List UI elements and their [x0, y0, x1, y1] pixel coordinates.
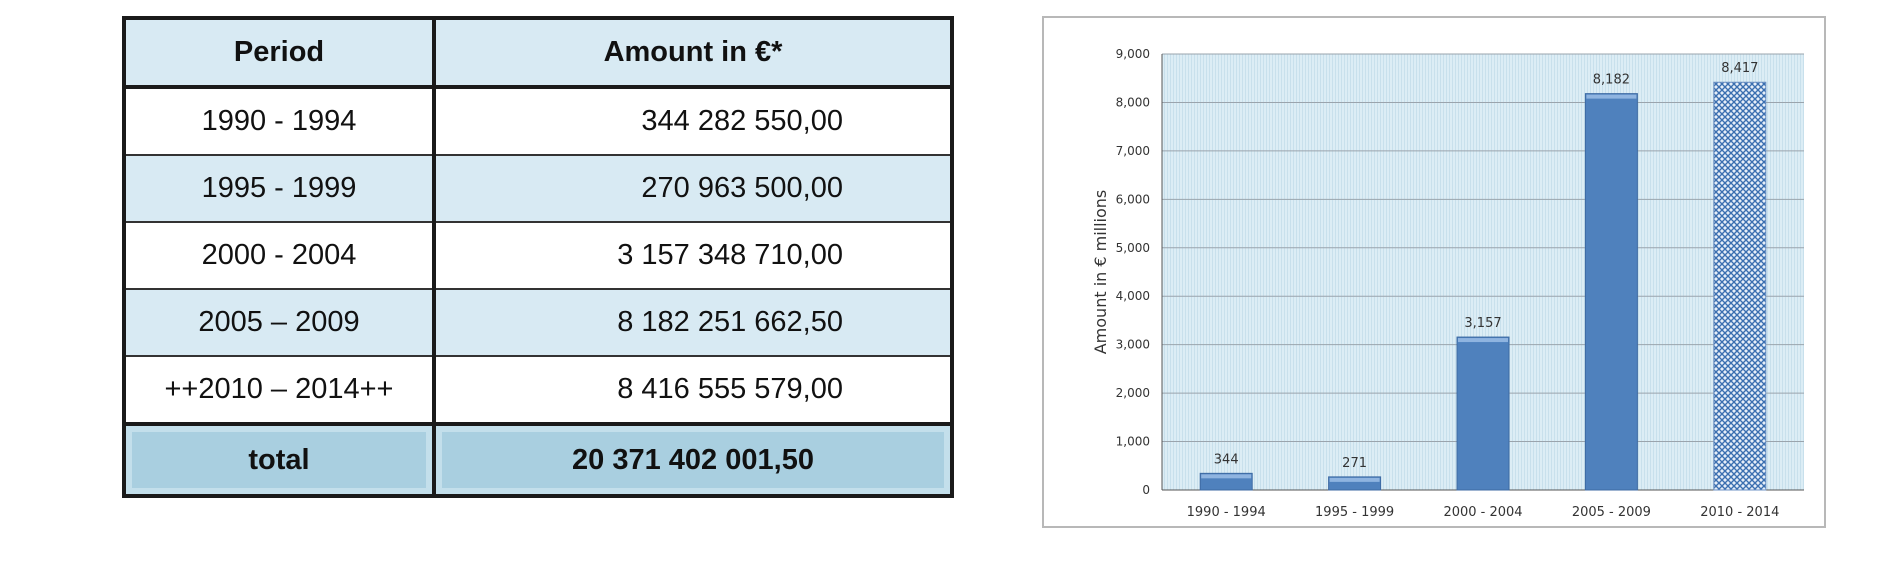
- row-period: 1995 - 1999: [123, 154, 436, 223]
- x-categories: 1990 - 1994 1995 - 1999 2000 - 2004 2005 - …: [1187, 505, 1780, 520]
- bar-value-label: 344: [1214, 452, 1239, 467]
- row-period: 2000 - 2004: [123, 221, 436, 290]
- y-tick-label: 1,000: [1116, 435, 1150, 449]
- bar: [1456, 336, 1510, 491]
- bar-highlight: [1458, 338, 1508, 343]
- row-amount: 8 182 251 662,50: [433, 288, 953, 357]
- y-tick-label: 2,000: [1116, 386, 1150, 400]
- row-amount-value: 8 182 251 662,50: [617, 306, 843, 338]
- chart-svg: 344 271 3,157 8,182 8,417 0 1,000 2,000 3,000 4,…: [1091, 47, 1804, 520]
- x-category-label: 2005 - 2009: [1572, 505, 1651, 520]
- y-tick-label: 8,000: [1116, 95, 1150, 109]
- row-period: ++2010 – 2014++: [123, 355, 436, 425]
- bars: 344 271 3,157 8,182 8,417: [1199, 61, 1767, 491]
- bar: [1713, 81, 1767, 491]
- bar-highlight: [1201, 474, 1252, 479]
- row-amount: 3 157 348 710,00: [433, 221, 953, 290]
- y-axis-label: Amount in € millions: [1091, 190, 1110, 355]
- row-amount: 344 282 550,00: [433, 86, 953, 156]
- table-row: ++2010 – 2014++ 8 416 555 579,00: [123, 355, 953, 425]
- y-tick-label: 0: [1142, 483, 1150, 497]
- row-amount: 8 416 555 579,00: [433, 355, 953, 425]
- y-tick-label: 9,000: [1116, 47, 1150, 61]
- row-amount: 270 963 500,00: [433, 154, 953, 223]
- bar-value-label: 271: [1342, 456, 1367, 471]
- row-amount-value: 8 416 555 579,00: [617, 373, 843, 405]
- y-tick-label: 4,000: [1116, 289, 1150, 303]
- table-row: 1990 - 1994 344 282 550,00: [123, 86, 953, 156]
- bar-highlight: [1329, 477, 1380, 482]
- table-row: 2005 – 2009 8 182 251 662,50: [123, 288, 953, 357]
- table-row: 1995 - 1999 270 963 500,00: [123, 154, 953, 223]
- header-period: Period: [123, 17, 436, 89]
- row-amount-value: 344 282 550,00: [641, 105, 843, 137]
- bar: [1584, 93, 1638, 491]
- total-label: total: [123, 422, 436, 497]
- row-period: 1990 - 1994: [123, 86, 436, 156]
- x-category-label: 2000 - 2004: [1443, 505, 1522, 520]
- x-category-label: 1995 - 1999: [1315, 505, 1394, 520]
- y-tick-label: 6,000: [1116, 192, 1150, 206]
- row-amount-value: 3 157 348 710,00: [617, 239, 843, 271]
- x-category-label: 2010 - 2014: [1700, 505, 1779, 520]
- table-row: 2000 - 2004 3 157 348 710,00: [123, 221, 953, 290]
- y-ticks: 0 1,000 2,000 3,000 4,000 5,000 6,000 7,000 8,00…: [1116, 47, 1150, 497]
- table-header-row: Period Amount in €*: [123, 17, 953, 89]
- bar-value-label: 8,417: [1721, 61, 1758, 76]
- y-tick-label: 3,000: [1116, 338, 1150, 352]
- bar-value-label: 3,157: [1464, 316, 1501, 331]
- x-category-label: 1990 - 1994: [1187, 505, 1266, 520]
- bar-value-label: 8,182: [1593, 73, 1630, 88]
- bar-chart: 344 271 3,157 8,182 8,417 0 1,000 2,000 3,000 4,…: [1042, 16, 1826, 528]
- y-tick-label: 5,000: [1116, 241, 1150, 255]
- row-period: 2005 – 2009: [123, 288, 436, 357]
- amount-table: Period Amount in €* 1990 - 1994 344 282 …: [122, 16, 954, 498]
- bar-highlight: [1586, 94, 1637, 99]
- table-total-row: total 20 371 402 001,50: [123, 422, 953, 497]
- row-amount-value: 270 963 500,00: [641, 172, 843, 204]
- y-tick-label: 7,000: [1116, 144, 1150, 158]
- total-amount: 20 371 402 001,50: [433, 422, 953, 497]
- header-amount: Amount in €*: [433, 17, 953, 89]
